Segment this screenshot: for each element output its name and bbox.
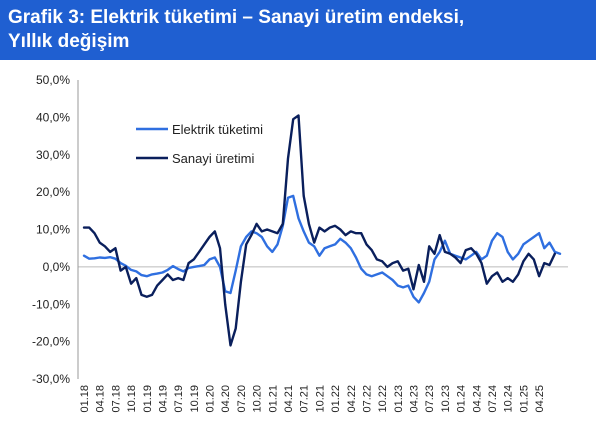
legend-label: Elektrik tüketimi [172,122,263,137]
y-tick-label: 30,0% [36,148,70,162]
x-tick-label: 10.18 [126,385,138,413]
x-tick-label: 07.18 [110,385,122,413]
x-tick-label: 01.22 [330,385,342,413]
y-tick-label: 20,0% [36,185,70,199]
x-tick-label: 07.24 [487,385,499,413]
x-tick-label: 04.23 [409,385,421,413]
legend-label: Sanayi üretimi [172,151,254,166]
y-tick-label: -20,0% [32,335,70,349]
chart-header: Grafik 3: Elektrik tüketimi – Sanayi üre… [0,0,596,60]
x-tick-label: 04.25 [534,385,546,413]
x-tick-label: 01.18 [79,385,91,413]
x-tick-label: 10.22 [377,385,389,413]
x-tick-label: 07.21 [299,385,311,413]
y-tick-label: 40,0% [36,110,70,124]
series-line-sanayi-uretimi [82,114,556,347]
x-tick-label: 04.22 [346,385,358,413]
x-tick-label: 04.18 [95,385,107,413]
x-tick-label: 10.21 [314,385,326,413]
x-tick-label: 10.24 [503,385,515,413]
x-tick-label: 01.23 [393,385,405,413]
x-tick-label: 01.25 [518,385,530,413]
x-tick-label: 07.22 [361,385,373,413]
x-tick-label: 01.19 [142,385,154,413]
series-line-elektrik-tuketimi [82,194,562,304]
y-tick-label: 10,0% [36,223,70,237]
x-tick-label: 10.20 [252,385,264,413]
x-tick-label: 01.21 [267,385,279,413]
y-tick-label: -30,0% [32,372,70,386]
x-tick-label: 04.19 [157,385,169,413]
x-tick-label: 01.24 [456,385,468,413]
x-tick-label: 04.21 [283,385,295,413]
y-tick-label: 0,0% [43,260,71,274]
x-tick-label: 04.24 [471,385,483,413]
x-tick-label: 07.23 [424,385,436,413]
x-tick-label: 10.23 [440,385,452,413]
x-tick-label: 04.20 [220,385,232,413]
x-tick-label: 07.19 [173,385,185,413]
x-tick-label: 01.20 [205,385,217,413]
x-tick-label: 10.19 [189,385,201,413]
y-tick-label: 50,0% [36,73,70,87]
chart-title: Grafik 3: Elektrik tüketimi – Sanayi üre… [8,7,465,52]
y-tick-label: -10,0% [32,297,70,311]
x-tick-label: 07.20 [236,385,248,413]
